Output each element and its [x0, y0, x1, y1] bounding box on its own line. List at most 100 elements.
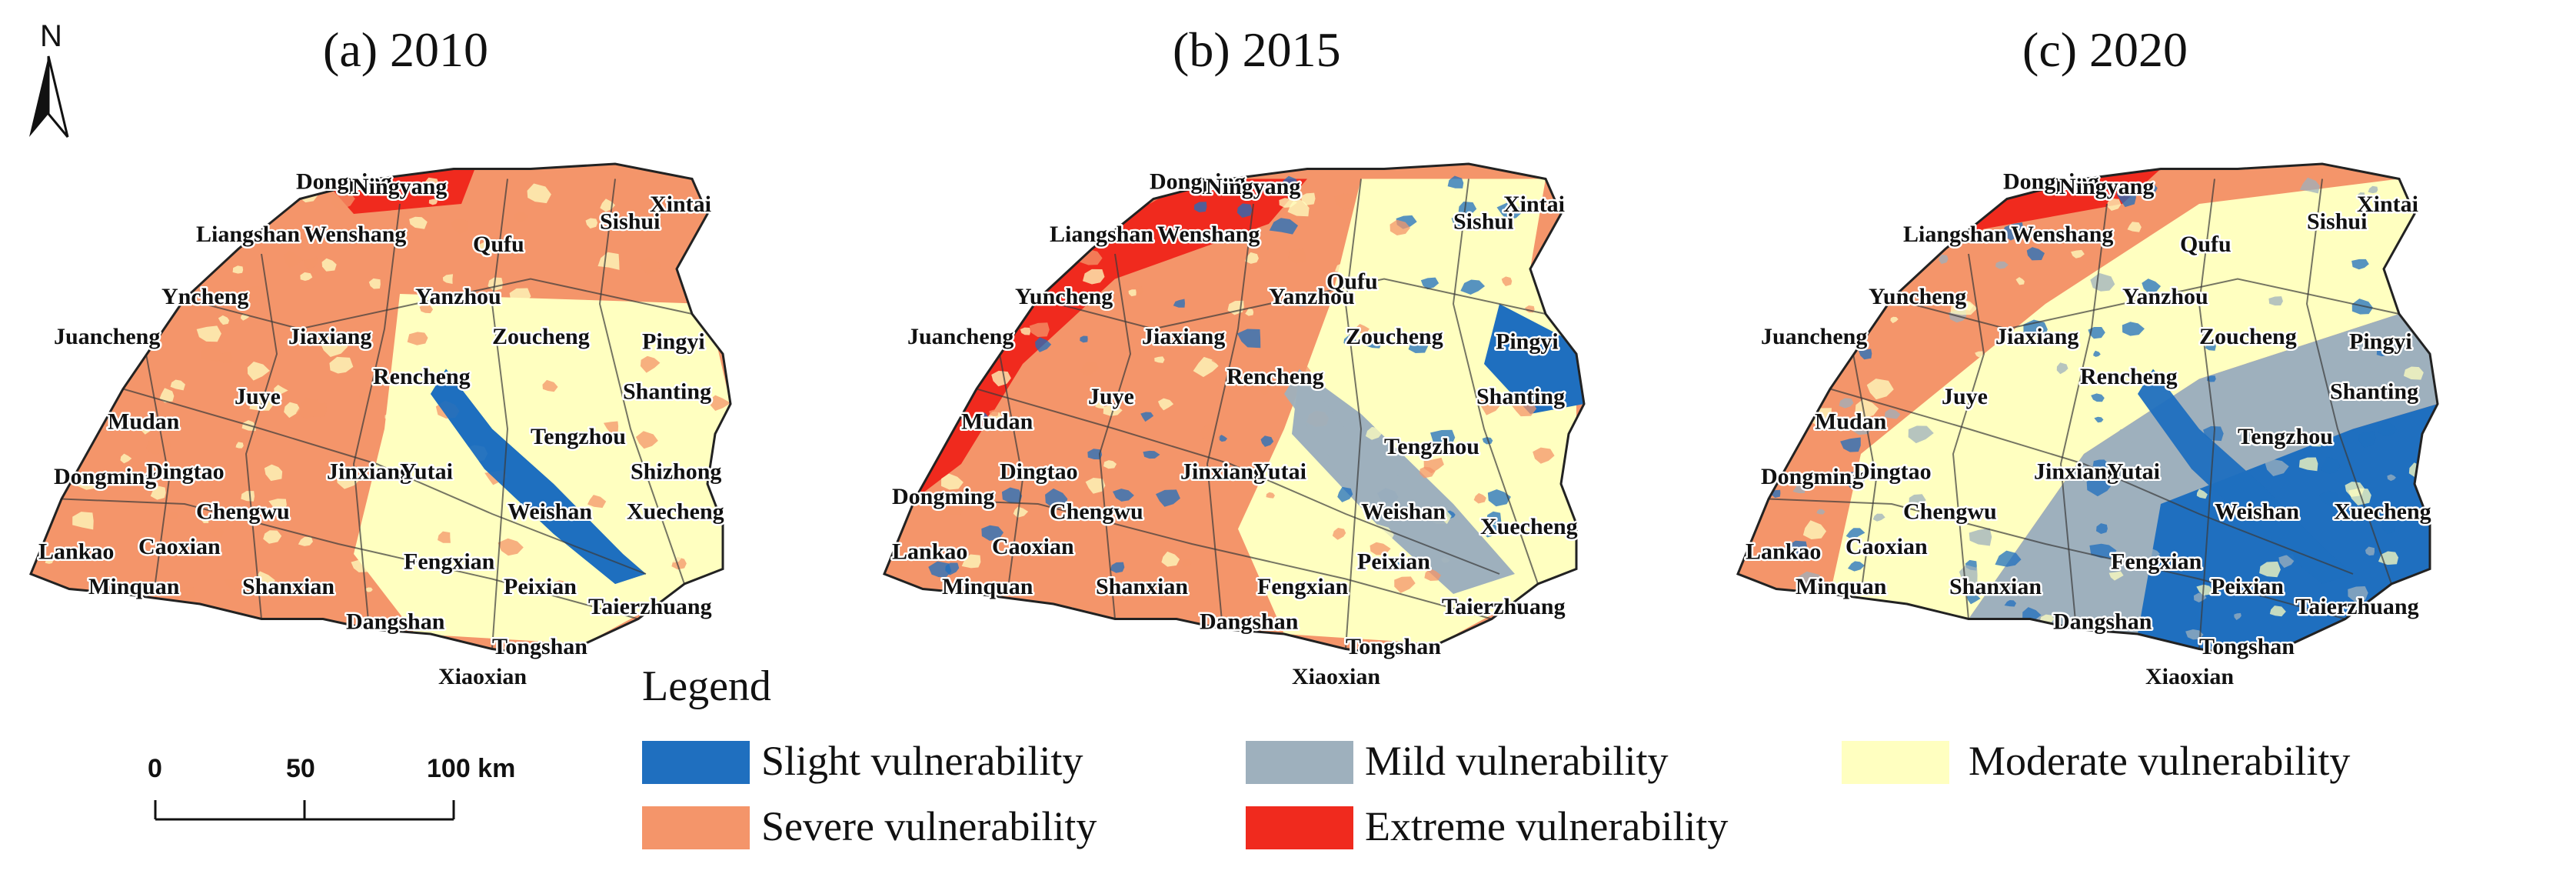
city-label: Tengzhou — [1384, 434, 1479, 459]
legend-swatch-slight — [642, 741, 750, 784]
city-label: Shanting — [623, 379, 711, 405]
city-label: Lankao — [892, 539, 967, 565]
city-label: Chengwu — [196, 499, 290, 525]
city-label: Juancheng — [907, 324, 1013, 349]
legend-label-extreme: Extreme vulnerability — [1365, 803, 1729, 849]
city-label: Minquan — [942, 574, 1033, 599]
city-label: Mudan — [108, 409, 180, 435]
city-label: Rencheng — [2080, 364, 2178, 389]
legend-label-severe: Severe vulnerability — [761, 803, 1097, 849]
city-label: Dingtao — [1000, 459, 1078, 485]
city-label: Mudan — [961, 409, 1033, 435]
city-label: Jiaxiang — [1995, 324, 2078, 349]
city-label: Sishui — [600, 209, 660, 235]
city-label: Fengxian — [404, 549, 495, 575]
city-label: Tongshan — [492, 634, 587, 659]
city-label: Dangshan — [346, 609, 445, 635]
city-label: Wenshang — [304, 222, 406, 247]
north-label: N — [40, 19, 62, 53]
city-label: Dangshan — [1200, 609, 1299, 635]
city-label: Fengxian — [1257, 574, 1349, 599]
city-label: Ningyang — [352, 174, 447, 199]
city-label: Zoucheng — [492, 324, 590, 349]
city-label: Minquan — [1796, 574, 1887, 599]
city-label: Xuecheng — [2334, 499, 2431, 525]
city-label: Peixian — [1357, 549, 1430, 575]
city-label: Minquan — [88, 574, 180, 599]
legend-label-slight: Slight vulnerability — [761, 738, 1083, 784]
city-label: Fengxian — [2111, 549, 2202, 575]
panel-title-2015: (b) 2015 — [1173, 22, 1341, 77]
city-label: Ningyang — [2059, 174, 2154, 199]
city-label: Jinxiang — [1180, 459, 1265, 485]
city-label: Xuecheng — [627, 499, 724, 525]
city-label: Yuncheng — [1015, 284, 1113, 309]
city-label: Shanxian — [1096, 574, 1188, 599]
scale-tick-100: 100 km — [427, 754, 515, 783]
legend-swatch-mild — [1246, 741, 1353, 784]
city-label: Xuecheng — [1480, 514, 1578, 539]
city-label: Mudan — [1815, 409, 1887, 435]
city-label: Chengwu — [1050, 499, 1143, 525]
city-label: Taierzhuang — [1442, 594, 1566, 619]
city-label: Yanzhou — [2122, 284, 2208, 309]
city-label: Yncheng — [161, 284, 248, 309]
scale-bar: 0 50 100 km — [148, 754, 515, 821]
city-label: Dangshan — [2053, 609, 2152, 635]
scale-tick-50: 50 — [286, 754, 315, 783]
legend-label-moderate: Moderate vulnerability — [1969, 738, 2351, 784]
city-label: Chengwu — [1903, 499, 1997, 525]
city-label: Dingtao — [1853, 459, 1932, 485]
city-label: Shizhong — [631, 459, 721, 485]
city-label: Dingtao — [146, 459, 225, 485]
city-label: Rencheng — [1226, 364, 1324, 389]
city-label: Jiaxiang — [288, 324, 371, 349]
city-label: Dongping — [1150, 169, 1246, 195]
city-label: Juye — [235, 384, 281, 409]
city-label: Dongming — [1761, 464, 1863, 489]
panel-title-2020: (c) 2020 — [2022, 22, 2188, 77]
city-label: Yutai — [1253, 459, 1306, 485]
city-label: Weishan — [1361, 499, 1446, 525]
city-label: Qufu — [2180, 232, 2232, 257]
city-label: Yuncheng — [1869, 284, 1966, 309]
city-label: Shanxian — [242, 574, 334, 599]
city-label: Wenshang — [1157, 222, 1260, 247]
city-label: Yanzhou — [1269, 284, 1355, 309]
legend-swatch-extreme — [1246, 806, 1353, 849]
city-label: Yanzhou — [415, 284, 501, 309]
city-label: Weishan — [508, 499, 592, 525]
city-label: Wenshang — [2011, 222, 2113, 247]
city-label: Xintai — [1503, 192, 1565, 217]
north-arrow-icon: N — [29, 19, 69, 138]
city-label: Juancheng — [54, 324, 160, 349]
legend-label-mild: Mild vulnerability — [1365, 738, 1669, 784]
legend-title: Legend — [642, 662, 771, 710]
city-label: Liangshan — [196, 222, 300, 247]
city-label: Ningyang — [1206, 174, 1300, 199]
city-label: Sishui — [2307, 209, 2367, 235]
city-label: Jinxiang — [327, 459, 411, 485]
city-label: Tengzhou — [2238, 424, 2333, 449]
north-arrow: N — [14, 14, 83, 145]
city-label: Dongming — [892, 484, 994, 509]
city-label: Qufu — [1326, 269, 1378, 295]
city-label: Yutai — [2107, 459, 2160, 485]
panel-title-2010: (a) 2010 — [323, 22, 489, 77]
city-label: Xintai — [2357, 192, 2418, 217]
city-label: Lankao — [1746, 539, 1821, 565]
city-label: Juye — [1942, 384, 1988, 409]
city-label: Taierzhuang — [588, 594, 712, 619]
legend-swatch-severe — [642, 806, 750, 849]
city-label: Pingyi — [642, 329, 705, 355]
scale-tick-0: 0 — [148, 754, 162, 783]
city-label: Juye — [1088, 384, 1134, 409]
city-label: Caoxian — [992, 534, 1074, 559]
city-label: Pingyi — [1496, 329, 1559, 355]
city-label: Tengzhou — [531, 424, 626, 449]
city-label: Shanting — [2330, 379, 2418, 405]
city-label: Weishan — [2215, 499, 2299, 525]
city-label: Zoucheng — [2199, 324, 2297, 349]
